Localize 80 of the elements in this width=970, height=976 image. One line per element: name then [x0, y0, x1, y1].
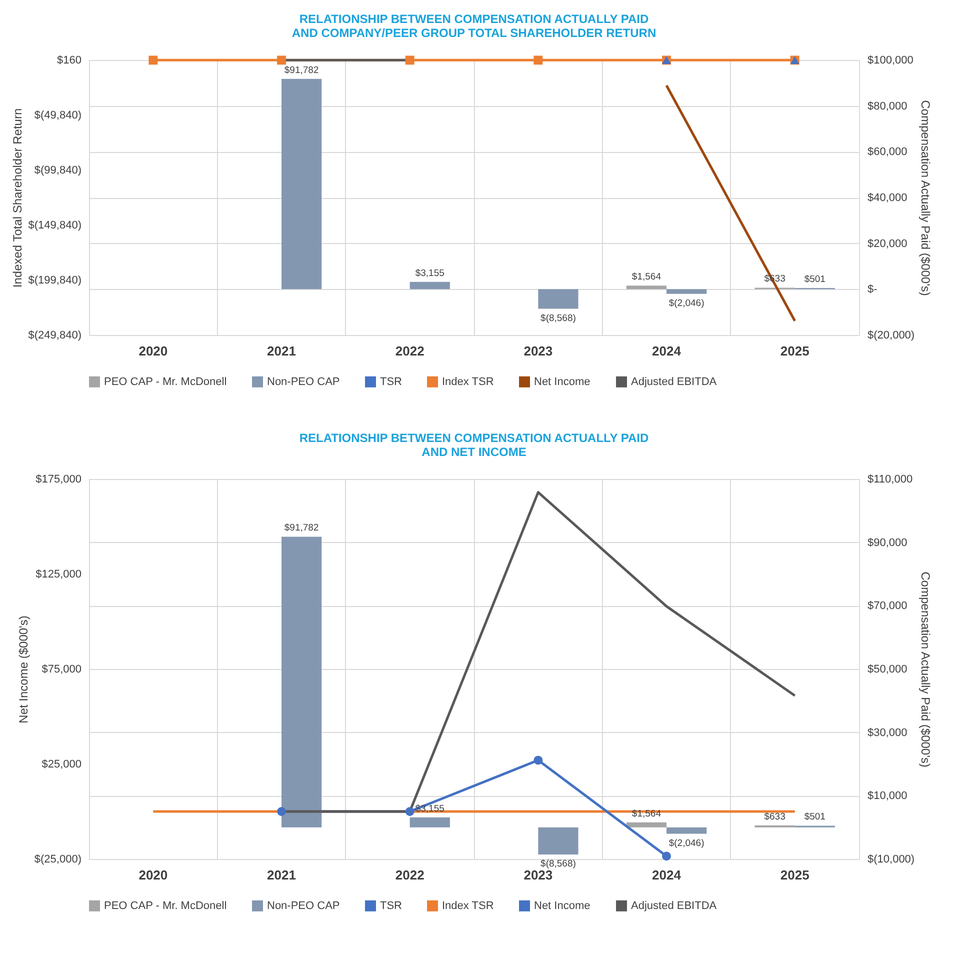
legend-label: TSR: [380, 900, 402, 912]
y2-tick-label: $50,000: [868, 664, 908, 676]
y-tick-label: $(25,000): [34, 854, 82, 866]
data-label: $501: [804, 812, 826, 823]
y2-tick-label: $90,000: [868, 536, 908, 549]
x-tick-label: 2020: [138, 344, 168, 358]
x-tick-label: 2023: [524, 868, 553, 882]
y2-tick-label: $-: [868, 284, 878, 296]
legend-label: Net Income: [534, 376, 590, 388]
y-tick-label: $175,000: [36, 474, 82, 486]
bar: [666, 289, 707, 294]
y2-tick-label: $30,000: [868, 726, 908, 739]
data-label: $(2,046): [668, 838, 704, 849]
y-axis-title: Net Income ($000's): [16, 616, 30, 724]
x-tick-label: 2025: [780, 868, 810, 882]
bar: [282, 78, 322, 290]
data-label: $91,782: [284, 522, 319, 534]
data-label: $1,564: [632, 272, 661, 283]
x-tick-label: 2020: [138, 868, 168, 882]
y2-tick-label: $80,000: [868, 100, 908, 112]
bar: [410, 282, 450, 290]
y2-tick-label: $110,000: [868, 474, 913, 486]
y-tick-label: $(249,840): [28, 330, 82, 342]
data-label: $633: [764, 811, 786, 822]
legend-label: PEO CAP - Mr. McDonell: [104, 900, 227, 912]
legend-label: Non-PEO CAP: [267, 376, 340, 388]
x-tick-label: 2024: [652, 868, 682, 882]
x-tick-label: 2021: [267, 868, 296, 882]
bar: [282, 536, 322, 828]
y2-tick-label: $40,000: [868, 192, 908, 204]
y-tick-label: $25,000: [42, 758, 82, 770]
data-label: $91,782: [284, 64, 319, 76]
bar: [626, 286, 666, 290]
point: [662, 852, 671, 861]
bar: [410, 817, 450, 828]
y-tick-label: $125,000: [36, 568, 82, 580]
x-tick-label: 2023: [524, 344, 553, 358]
y-tick-label: $(149,840): [28, 220, 82, 232]
x-tick-label: 2024: [652, 344, 682, 358]
legend-label: Adjusted EBITDA: [631, 900, 718, 912]
y-tick-label: $75,000: [42, 664, 82, 676]
y2-tick-label: $(20,000): [868, 330, 915, 342]
bar: [538, 289, 578, 309]
y-tick-label: $160: [57, 54, 82, 66]
y2-tick-label: $100,000: [868, 54, 914, 66]
legend-label: PEO CAP - Mr. McDonell: [104, 376, 227, 388]
y2-tick-label: $70,000: [868, 600, 908, 612]
y2-tick-label: $(10,000): [868, 854, 915, 866]
y2-tick-label: $60,000: [868, 146, 908, 158]
data-label: $(2,046): [668, 298, 704, 309]
y-tick-label: $(99,840): [34, 164, 82, 176]
legend-label: Index TSR: [442, 900, 494, 912]
chart-title: RELATIONSHIP BETWEEN COMPENSATION ACTUALLY PAID AND COMPANY/PEER GROUP TOTAL SHAREHOLDER RETURN: [292, 12, 656, 40]
y-tick-label: $(49,840): [34, 110, 82, 122]
data-label: $(8,568): [540, 312, 576, 324]
x-tick-label: 2021: [267, 344, 296, 358]
x-tick-label: 2025: [780, 344, 810, 358]
data-label: $3,155: [415, 268, 444, 279]
point: [277, 807, 286, 816]
data-label: $(8,568): [540, 858, 576, 870]
x-tick-label: 2022: [395, 868, 424, 882]
data-label: $501: [804, 274, 826, 286]
y2-axis-title: Compensation Actually Paid ($000's): [918, 100, 933, 296]
y2-tick-label: $10,000: [868, 790, 908, 802]
bar: [538, 827, 578, 854]
y2-tick-label: $20,000: [868, 238, 908, 250]
legend-label: Net Income: [534, 900, 590, 912]
legend-label: TSR: [380, 376, 402, 388]
y-tick-label: $(199,840): [28, 274, 82, 286]
bar: [626, 822, 666, 828]
legend-label: Adjusted EBITDA: [631, 376, 718, 388]
bar: [666, 827, 707, 834]
legend-label: Non-PEO CAP: [267, 900, 340, 912]
point: [405, 807, 414, 816]
y2-axis-title: Compensation Actually Paid ($000's): [918, 572, 933, 768]
point: [534, 756, 543, 765]
x-tick-label: 2022: [395, 344, 424, 358]
chart-title: RELATIONSHIP BETWEEN COMPENSATION ACTUALLY PAID AND NET INCOME: [299, 431, 650, 459]
legend-label: Index TSR: [442, 376, 494, 388]
y-axis-title: Indexed Total Shareholder Return: [10, 108, 24, 288]
